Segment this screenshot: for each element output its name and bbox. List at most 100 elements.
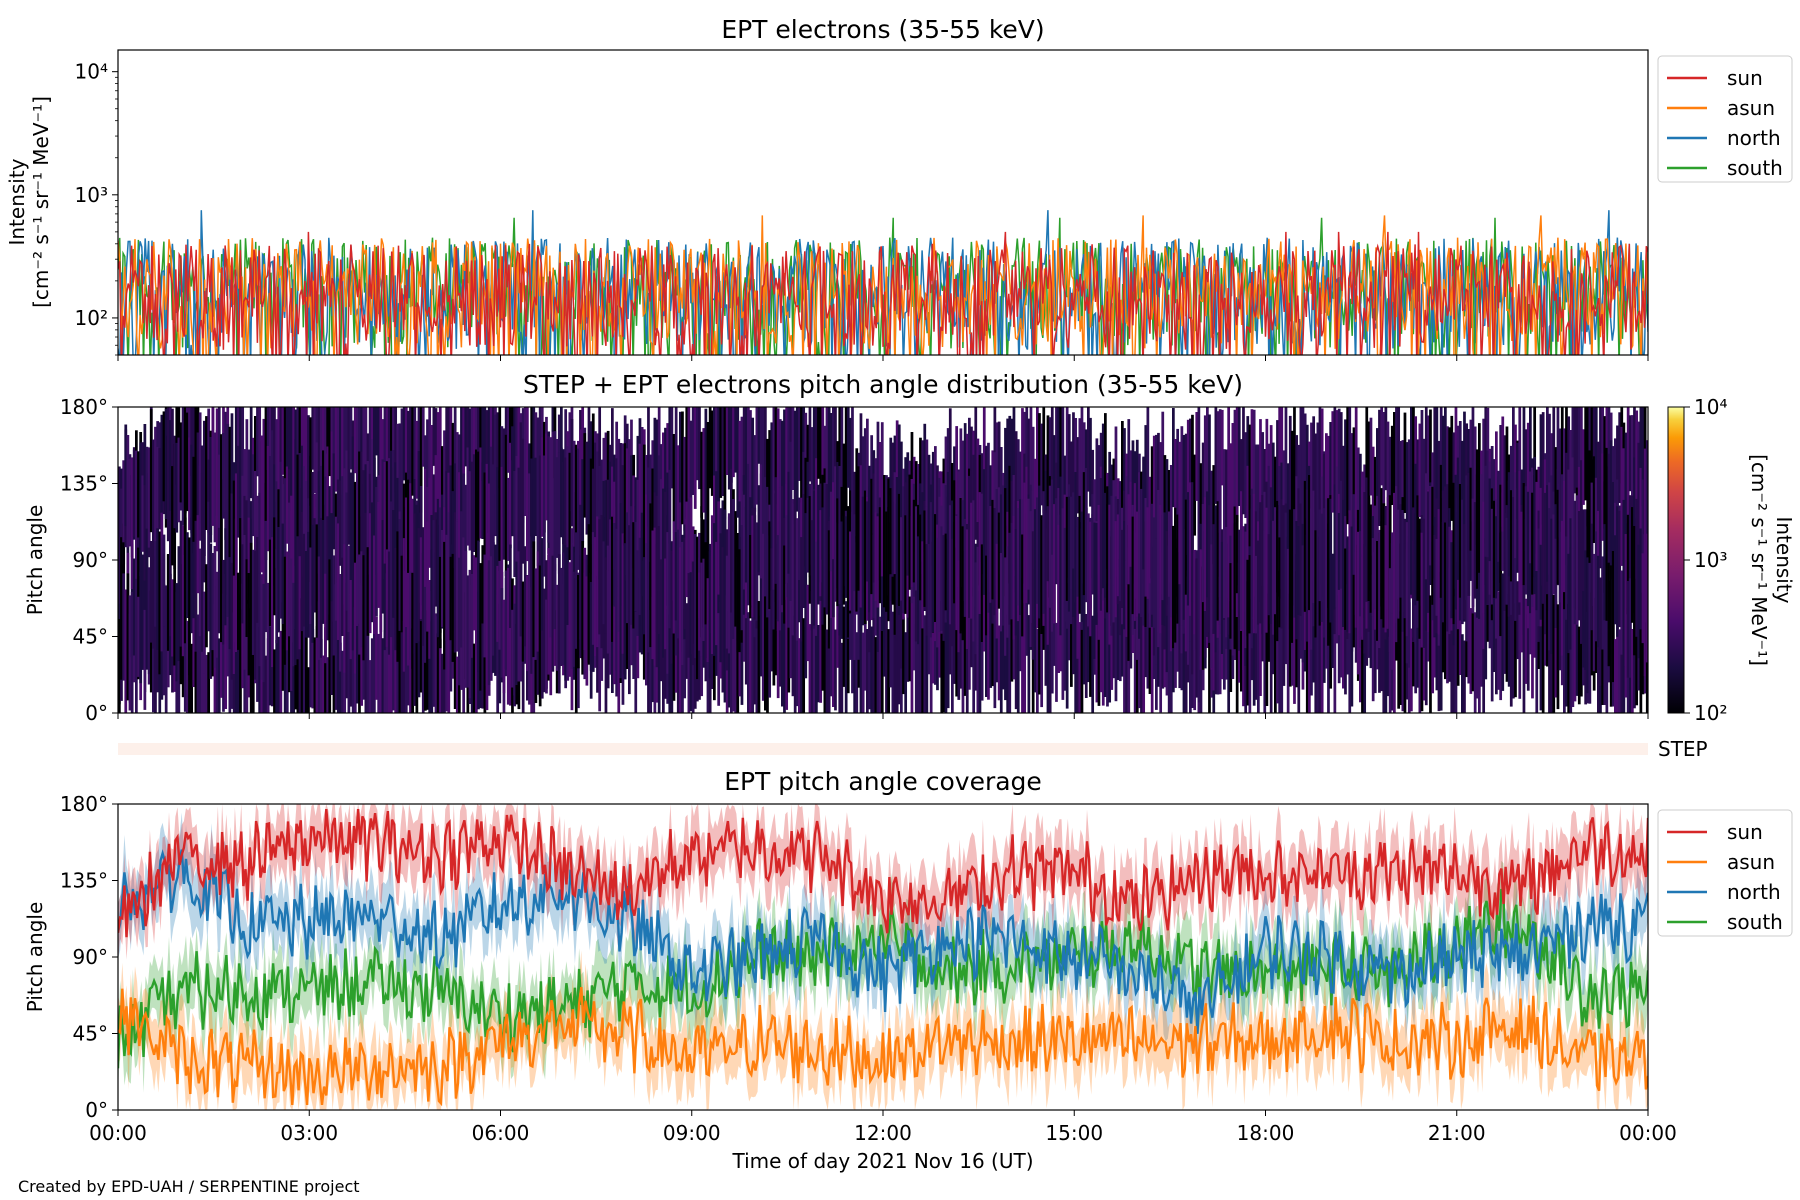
heatmap-cell: [853, 608, 857, 713]
heatmap-cell: [1053, 534, 1056, 624]
heatmap-cell: [438, 407, 442, 525]
heatmap-cell: [615, 528, 619, 671]
heatmap-cell: [798, 407, 801, 481]
heatmap-cell: [285, 551, 289, 651]
heatmap-cell: [823, 482, 827, 608]
heatmap-cell: [1129, 499, 1133, 637]
heatmap-cell: [829, 617, 833, 697]
heatmap-cell: [1567, 416, 1571, 515]
heatmap-cell: [154, 426, 157, 557]
heatmap-cell: [1473, 612, 1477, 713]
heatmap-cell: [1322, 508, 1326, 638]
heatmap-cell: [1565, 452, 1568, 566]
heatmap-cell: [1040, 592, 1044, 708]
x-tick-label: 21:00: [1428, 1121, 1486, 1145]
heatmap-cell: [679, 411, 682, 548]
heatmap-cell: [819, 582, 823, 703]
heatmap-cell: [676, 529, 680, 630]
heatmap-cell: [368, 407, 372, 493]
heatmap-cell: [1031, 622, 1035, 713]
heatmap-cell: [428, 580, 432, 659]
heatmap-cell: [1229, 563, 1233, 639]
heatmap-cell: [1278, 596, 1282, 713]
heatmap-cell: [492, 407, 495, 514]
heatmap-cell: [1333, 484, 1337, 610]
heatmap-cell: [838, 466, 842, 605]
heatmap-cell: [1497, 591, 1500, 690]
heatmap-cell: [547, 548, 551, 675]
heatmap-cell: [908, 596, 912, 682]
heatmap-cell: [1240, 595, 1243, 692]
heatmap-cell: [330, 431, 334, 565]
heatmap-cell: [396, 423, 400, 532]
heatmap-cell: [897, 424, 901, 562]
heatmap-cell: [1412, 507, 1415, 642]
heatmap-cell: [1223, 563, 1226, 690]
heatmap-cell: [566, 446, 570, 551]
heatmap-cell: [1571, 407, 1575, 507]
heatmap-cell: [863, 490, 867, 625]
heatmap-cell: [538, 407, 542, 475]
heatmap-cell: [179, 520, 183, 647]
heatmap-cell: [778, 508, 782, 631]
heatmap-cell: [1140, 488, 1143, 617]
heatmap-cell: [1437, 634, 1441, 712]
heatmap-cell: [509, 442, 512, 549]
heatmap-cell: [498, 470, 502, 571]
legend-label-sun: sun: [1727, 820, 1763, 844]
heatmap-cell: [917, 618, 920, 713]
heatmap-cell: [1261, 495, 1265, 635]
heatmap-cell: [400, 408, 404, 497]
heatmap-cell: [1539, 615, 1543, 711]
heatmap-cell: [217, 454, 221, 581]
heatmap-cell: [1397, 599, 1401, 709]
heatmap-cell: [424, 628, 427, 711]
coverage-series-group: [118, 804, 1648, 1110]
heatmap-cell: [530, 458, 534, 588]
heatmap-cell: [1354, 551, 1358, 628]
heatmap-cell: [1112, 480, 1116, 586]
heatmap-cell: [1242, 407, 1245, 515]
heatmap-cell: [353, 481, 357, 608]
heatmap-cell: [761, 533, 765, 630]
heatmap-cell: [1267, 534, 1271, 616]
heatmap-cell: [866, 629, 869, 713]
heatmap-cell: [761, 473, 765, 580]
heatmap-cell: [224, 528, 228, 626]
heatmap-cell: [732, 602, 735, 712]
heatmap-cell: [817, 625, 820, 703]
y-tick-label: 45°: [73, 625, 108, 649]
heatmap-cell: [428, 477, 432, 568]
heatmap-cell: [341, 476, 344, 617]
heatmap-cell: [1055, 498, 1058, 584]
heatmap-cell: [1048, 485, 1052, 608]
heatmap-cell: [876, 421, 880, 547]
heatmap-cell: [224, 411, 228, 541]
heatmap-cell: [279, 407, 283, 516]
heatmap-cell: [923, 615, 927, 713]
heatmap-cell: [381, 459, 385, 565]
heatmap-cell: [891, 442, 895, 577]
heatmap-cell: [475, 557, 478, 676]
heatmap-cell: [273, 517, 276, 616]
heatmap-cell: [496, 467, 500, 595]
heatmap-cell: [234, 642, 238, 713]
heatmap-cell: [1580, 460, 1583, 575]
heatmap-cell: [275, 640, 279, 713]
heatmap-cell: [1471, 498, 1475, 607]
heatmap-cell: [965, 529, 969, 649]
heatmap-cell: [251, 454, 255, 537]
heatmap-cell: [443, 541, 446, 670]
heatmap-cell: [1431, 486, 1435, 605]
heatmap-cell: [689, 497, 693, 598]
heatmap-cell: [859, 465, 863, 608]
heatmap-cell: [1271, 442, 1275, 568]
heatmap-cell: [942, 535, 946, 641]
heatmap-cell: [203, 442, 206, 583]
intensity-y-units: [cm⁻² s⁻¹ sr⁻¹ MeV⁻¹]: [29, 96, 53, 308]
heatmap-cell: [311, 629, 315, 709]
heatmap-cell: [647, 467, 650, 577]
heatmap-cell: [322, 520, 325, 624]
heatmap-cell: [598, 519, 602, 635]
